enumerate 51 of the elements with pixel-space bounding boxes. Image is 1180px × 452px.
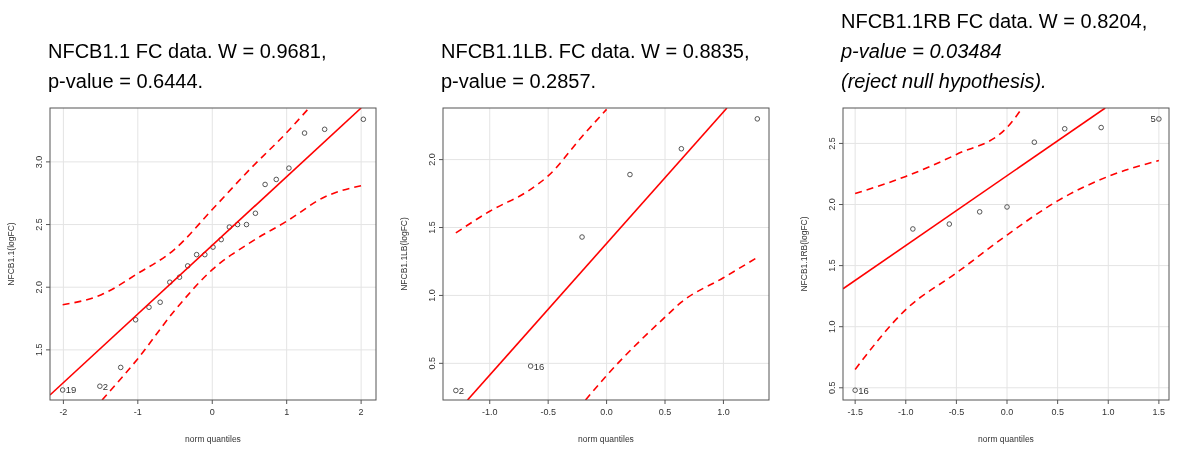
annotation: 16 [533,360,545,372]
y-tick-label: 2.0 [827,198,837,211]
chart-title: NFCB1.1 FC data. W = 0.9681, p-value = 0.6444. [48,40,327,92]
line-series [101,184,362,400]
y-tick-label: 1.5 [427,221,437,234]
y-axis-title: NFCB1.1(logFC) [6,222,16,286]
x-axis-title: norm quantiles [578,434,634,444]
x-tick-label: -0.5 [540,407,556,417]
annotation: 19 [65,384,77,396]
annotation: 2 [102,380,109,392]
x-tick-label: 0.5 [1051,407,1064,417]
y-tick-label: 1.0 [827,320,837,333]
y-tick-label: 2.5 [827,137,837,150]
chart-title: NFCB1.1LB. FC data. W = 0.8835, p-value = 0.2857. [441,40,750,92]
x-tick-label: -1.0 [481,407,498,417]
line-series [854,108,1023,195]
y-tick-label: 2.5 [34,218,44,231]
x-tick-label: -1 [133,407,142,417]
x-tick-label: -2 [59,407,68,417]
x-tick-label: 1.0 [1102,407,1115,417]
y-tick-label: 1.5 [34,343,44,357]
line-series [455,108,608,234]
line-series [61,108,310,306]
x-axis-title: norm quantiles [978,434,1034,444]
chart-title: NFCB1.1RB FC data. W = 0.8204, [841,10,1148,32]
annotation: 5 [1150,113,1156,125]
y-tick-label: 1.5 [827,259,837,272]
x-axis-title: norm quantiles [185,434,241,444]
annotation: 16 [858,384,869,396]
y-tick-label: 3.0 [34,155,44,169]
x-tick-label: -0.5 [948,407,965,417]
x-tick-label: -1.0 [898,407,914,417]
x-tick-label: 0 [209,407,215,417]
y-tick-label: 1.0 [427,289,437,302]
x-tick-label: 1.0 [717,407,730,417]
annotation: 2 [458,384,465,396]
y-axis-title: NFCB1.1RB(logFC) [799,216,809,292]
x-tick-label: 1.5 [1152,407,1166,417]
x-tick-label: -1.5 [847,407,863,417]
x-tick-label: 0.5 [658,407,672,417]
y-axis-title: NFCB1.1LB(logFC) [399,216,409,291]
y-tick-label: 2.0 [34,280,44,294]
y-tick-label: 0.5 [827,381,837,395]
x-tick-label: 0.0 [600,407,613,417]
y-tick-label: 2.0 [427,153,437,166]
x-tick-label: 1 [284,407,290,417]
x-tick-label: 2 [358,407,364,417]
chart-subtitle: p-value = 0.03484 (reject null hypothesis). [840,40,1047,92]
x-tick-label: 0.0 [1000,407,1014,417]
line-series [854,159,1160,371]
y-tick-label: 0.5 [427,357,437,370]
